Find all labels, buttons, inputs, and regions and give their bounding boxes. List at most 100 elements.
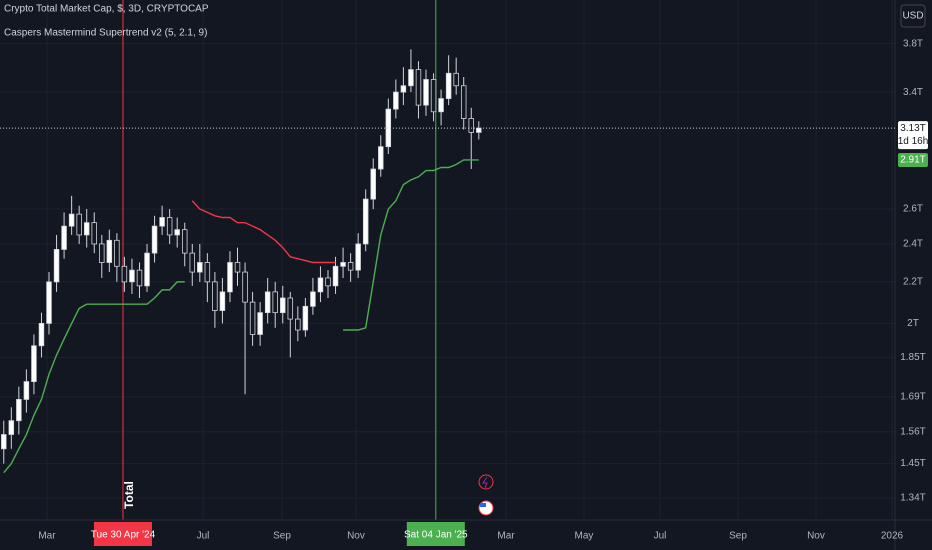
candle-body bbox=[317, 277, 324, 293]
candle-body bbox=[453, 72, 459, 87]
x-tick-label: Nov bbox=[807, 531, 825, 542]
candle-body bbox=[61, 225, 67, 250]
candle-body bbox=[234, 262, 241, 273]
candle-body bbox=[332, 265, 339, 287]
candle-body bbox=[38, 323, 45, 347]
indicator-title: Caspers Mastermind Supertrend v2 (5, 2.1… bbox=[4, 28, 207, 39]
candle-body bbox=[1, 434, 7, 450]
candle-body bbox=[31, 345, 37, 383]
event-icon-glyph bbox=[482, 476, 488, 489]
y-tick-label: 2.2T bbox=[903, 277, 923, 288]
candle-body bbox=[53, 249, 60, 283]
x-tick-label: Nov bbox=[347, 531, 365, 542]
candle-body bbox=[46, 281, 52, 324]
x-tick-label: Jul bbox=[654, 531, 667, 542]
candle-body bbox=[249, 301, 256, 335]
candle-body bbox=[83, 222, 90, 236]
candle-body bbox=[468, 118, 474, 133]
candle-body bbox=[136, 269, 143, 287]
y-tick-label: 1.34T bbox=[900, 493, 926, 504]
candle-body bbox=[129, 269, 135, 283]
x-tick-label: Mar bbox=[497, 531, 515, 542]
candle-body bbox=[280, 297, 286, 314]
candle-body bbox=[106, 239, 113, 263]
candle-body bbox=[8, 420, 15, 435]
supertrend-line bbox=[3, 281, 185, 474]
price-tag-label: 2.91T bbox=[900, 155, 926, 166]
candle-body bbox=[91, 222, 97, 245]
candle-body bbox=[242, 271, 248, 303]
y-tick-label: 1.56T bbox=[900, 426, 926, 437]
event-icon[interactable] bbox=[478, 474, 494, 490]
currency[interactable]: USD bbox=[902, 11, 923, 22]
candle-body bbox=[378, 146, 384, 170]
y-tick-label: 2T bbox=[907, 318, 919, 329]
candle-body bbox=[212, 281, 218, 311]
currency-box[interactable] bbox=[900, 4, 926, 28]
date-tag bbox=[93, 522, 152, 546]
x-tick-label: Jul bbox=[197, 531, 210, 542]
candle-body bbox=[76, 213, 82, 236]
candle-body bbox=[272, 291, 278, 314]
y-tick-label: 2.4T bbox=[903, 239, 923, 250]
candle-body bbox=[151, 225, 158, 254]
x-tick-label: 2026 bbox=[881, 531, 904, 542]
price-tag bbox=[898, 152, 928, 167]
candle-body bbox=[227, 262, 233, 293]
x-tick-label: Sep bbox=[273, 531, 291, 542]
price-tag-label: 3.13T bbox=[900, 123, 926, 134]
candle-body bbox=[347, 262, 354, 271]
candle-body bbox=[325, 277, 331, 287]
candle-body bbox=[445, 72, 452, 99]
candle-body bbox=[393, 91, 399, 110]
candle-body bbox=[423, 79, 429, 106]
flag-glyph bbox=[480, 503, 486, 507]
date-tag-label: Tue 30 Apr '24 bbox=[91, 530, 156, 541]
supertrend-line bbox=[191, 200, 336, 264]
y-tick-label: 1.45T bbox=[900, 458, 926, 469]
candle-body bbox=[287, 297, 294, 320]
candle-body bbox=[159, 217, 165, 227]
candle-body bbox=[302, 305, 309, 331]
candle-body bbox=[257, 312, 263, 335]
candle-body bbox=[362, 198, 369, 245]
x-tick-label: Mar bbox=[38, 531, 56, 542]
countdown: 1d 16h bbox=[898, 136, 929, 147]
candle-body bbox=[189, 252, 196, 273]
candle-body bbox=[400, 85, 407, 93]
supertrend-line bbox=[343, 159, 479, 331]
candle-body bbox=[114, 239, 120, 267]
candle-body bbox=[121, 265, 128, 283]
candle-body bbox=[144, 252, 150, 287]
candle-body bbox=[355, 243, 361, 271]
candle-body bbox=[166, 217, 173, 236]
y-tick-label: 3.8T bbox=[903, 38, 923, 49]
chart-title: Crypto Total Market Cap, $, 3D, CRYPTOCA… bbox=[4, 4, 209, 15]
date-tag-label: Sat 04 Jan '25 bbox=[404, 530, 468, 541]
price-tag bbox=[898, 121, 928, 150]
candle-body bbox=[476, 127, 482, 133]
x-tick-label: May bbox=[575, 531, 594, 542]
candle-body bbox=[23, 381, 30, 400]
x-tick-label: Sep bbox=[729, 531, 747, 542]
candle-body bbox=[385, 108, 392, 148]
candle-body bbox=[99, 243, 105, 263]
y-tick-label: 1.85T bbox=[900, 352, 926, 363]
candle-body bbox=[174, 229, 180, 236]
annotation: Total bbox=[122, 481, 136, 509]
candle-body bbox=[370, 168, 376, 200]
y-tick-label: 1.69T bbox=[900, 391, 926, 402]
candle-body bbox=[204, 262, 211, 283]
candle-body bbox=[197, 262, 203, 273]
candle-body bbox=[430, 79, 437, 113]
candle-body bbox=[415, 69, 422, 106]
candle-body bbox=[310, 291, 316, 307]
date-tag bbox=[406, 522, 465, 546]
candle-body bbox=[438, 98, 444, 113]
candle-body bbox=[408, 69, 414, 87]
candle-body bbox=[181, 229, 188, 254]
candle-body bbox=[340, 262, 346, 267]
candle-body bbox=[68, 213, 75, 227]
candle-body bbox=[219, 291, 226, 311]
